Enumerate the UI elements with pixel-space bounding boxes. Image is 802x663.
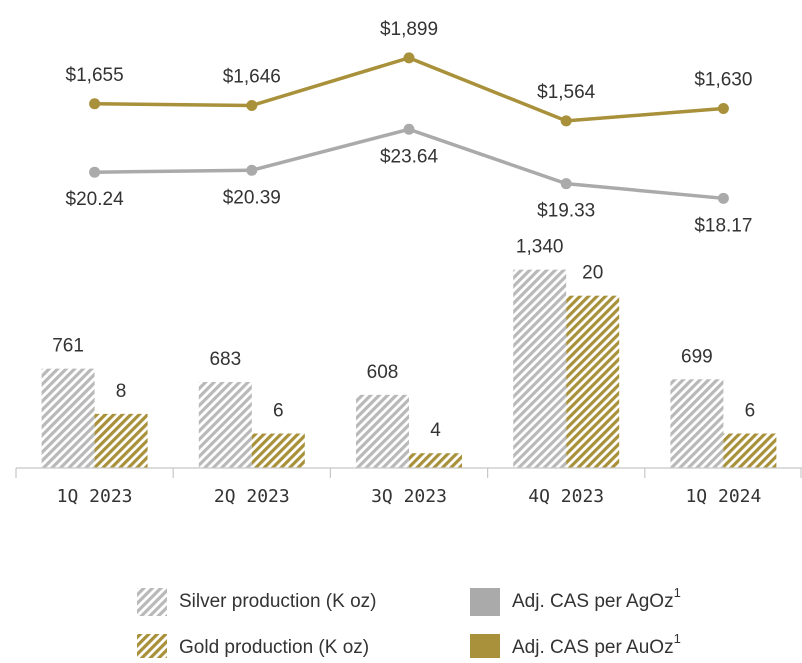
- x-tick-label: 2Q 2023: [214, 486, 290, 507]
- point: [717, 192, 729, 204]
- point: [560, 178, 572, 190]
- point-label: $20.39: [223, 187, 281, 208]
- bar-label: 6: [273, 401, 284, 422]
- x-tick-label: 1Q 2024: [685, 486, 761, 507]
- bar-label: 1,340: [516, 237, 564, 258]
- bar: [41, 368, 95, 468]
- bar: [670, 379, 724, 468]
- x-tick-label: 1Q 2023: [57, 486, 133, 507]
- bar: [198, 381, 252, 468]
- point: [403, 52, 415, 64]
- legend-swatch: [470, 634, 500, 662]
- legend-name: Silver production (K oz): [179, 591, 376, 612]
- bar: [566, 295, 620, 468]
- legend-footnote: 1: [674, 631, 681, 646]
- bar-label: 761: [52, 336, 84, 357]
- line: [94, 55, 724, 123]
- legend-swatch: [137, 588, 167, 616]
- legend-name: Gold production (K oz): [179, 637, 369, 658]
- bar: [409, 453, 462, 468]
- legend-swatch: [470, 588, 500, 616]
- legend-name: Adj. CAS per AuOz: [512, 637, 674, 658]
- point-label: $18.17: [694, 215, 752, 236]
- legend-label: Gold production (K oz): [179, 637, 369, 658]
- bar-label: 608: [367, 362, 399, 383]
- point: [403, 123, 415, 135]
- legend-swatch: [137, 634, 167, 662]
- bar: [356, 394, 409, 468]
- legend-label: Silver production (K oz): [179, 591, 376, 612]
- legend-label: Adj. CAS per AgOz1: [512, 585, 681, 612]
- x-tick-label: 4Q 2023: [528, 486, 604, 507]
- bar-label: 8: [116, 381, 127, 402]
- point-label: $1,646: [223, 66, 281, 87]
- bar: [513, 269, 567, 468]
- point: [560, 115, 572, 127]
- point-label: $19.33: [537, 201, 595, 222]
- point: [89, 166, 101, 178]
- bar-label: 699: [681, 346, 713, 367]
- legend-footnote: 1: [674, 585, 681, 600]
- x-tick-label: 3Q 2023: [371, 486, 447, 507]
- point: [246, 164, 258, 176]
- legend-name: Adj. CAS per AgOz: [512, 591, 674, 612]
- bar-label: 683: [209, 349, 241, 370]
- bar: [723, 433, 777, 468]
- bar-label: 20: [582, 263, 603, 284]
- legend-label: Adj. CAS per AuOz1: [512, 631, 681, 658]
- bar: [251, 433, 305, 468]
- point-label: $1,899: [380, 19, 438, 40]
- bar: [94, 413, 148, 468]
- point-label: $1,655: [66, 65, 124, 86]
- point-label: $1,564: [537, 82, 596, 103]
- bar-label: 6: [745, 401, 756, 422]
- point-label: $20.24: [66, 189, 125, 210]
- bar-label: 4: [430, 420, 441, 441]
- point: [246, 99, 258, 111]
- point: [89, 98, 101, 110]
- point: [717, 102, 729, 114]
- point-label: $1,630: [694, 69, 752, 90]
- point-label: $23.64: [380, 146, 439, 167]
